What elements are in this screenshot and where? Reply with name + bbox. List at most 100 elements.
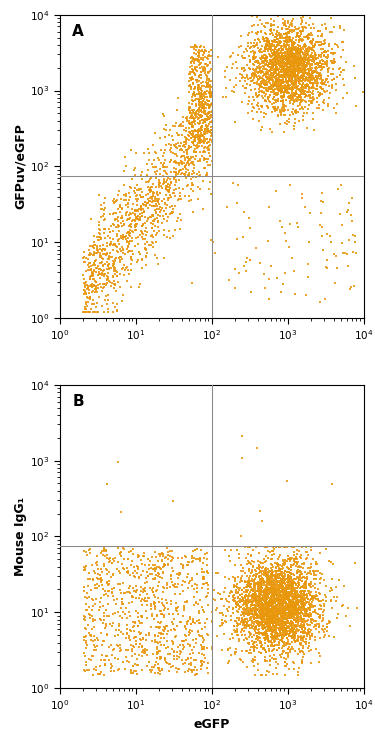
Point xyxy=(267,38,273,50)
Point xyxy=(294,548,300,559)
Point xyxy=(109,251,115,263)
Point xyxy=(182,152,188,164)
Point xyxy=(101,270,107,282)
Point xyxy=(288,562,294,573)
Point xyxy=(252,587,258,598)
Point xyxy=(297,646,303,658)
Point xyxy=(194,88,200,100)
Point xyxy=(252,669,258,681)
Point xyxy=(293,624,299,636)
Point xyxy=(178,164,184,176)
Point xyxy=(296,53,302,65)
Point xyxy=(311,621,317,633)
Point xyxy=(265,577,271,589)
Point xyxy=(114,593,120,605)
Point xyxy=(267,584,273,596)
Point xyxy=(283,607,289,619)
Point xyxy=(285,553,291,565)
Point xyxy=(277,579,283,591)
Point xyxy=(201,137,207,149)
Point xyxy=(247,570,253,582)
Point xyxy=(141,242,147,254)
Point xyxy=(238,624,244,636)
Point xyxy=(273,662,279,674)
Point xyxy=(135,238,141,250)
Point xyxy=(287,578,293,590)
Point xyxy=(337,20,343,32)
Point xyxy=(289,252,295,264)
Point xyxy=(280,605,286,617)
Point xyxy=(283,82,289,93)
Point xyxy=(119,263,125,275)
Point xyxy=(94,262,100,274)
Point xyxy=(287,31,293,43)
Point xyxy=(264,597,270,609)
Point xyxy=(298,45,304,57)
Point xyxy=(272,616,278,628)
Point xyxy=(290,57,296,69)
Point xyxy=(285,52,291,63)
Point xyxy=(248,581,254,593)
Point xyxy=(292,51,298,63)
Point xyxy=(258,580,264,592)
Point xyxy=(202,127,208,138)
Point xyxy=(296,604,302,616)
Point xyxy=(184,559,190,570)
Point xyxy=(106,263,112,275)
Point xyxy=(146,629,152,641)
Point xyxy=(89,297,95,309)
Point xyxy=(185,129,191,141)
Point xyxy=(316,50,322,62)
Point xyxy=(129,245,135,257)
Point xyxy=(272,54,278,66)
Point xyxy=(289,636,295,648)
Point xyxy=(98,199,104,211)
Point xyxy=(152,636,158,648)
Point xyxy=(90,594,96,606)
Point xyxy=(287,595,293,607)
Point xyxy=(286,34,292,46)
Point xyxy=(286,26,292,38)
Point xyxy=(142,238,148,250)
Point xyxy=(274,590,280,601)
Point xyxy=(259,52,265,63)
Point xyxy=(87,609,93,621)
Point xyxy=(258,76,264,88)
Point xyxy=(109,557,115,569)
Point xyxy=(138,664,144,676)
Point xyxy=(122,608,128,620)
Point xyxy=(285,570,291,582)
Point xyxy=(283,68,289,80)
Point xyxy=(142,233,148,245)
Point xyxy=(248,575,254,587)
Point xyxy=(177,648,183,659)
Point xyxy=(234,617,240,629)
Point xyxy=(126,187,132,199)
Point xyxy=(206,99,212,110)
Point xyxy=(300,634,306,645)
Point xyxy=(237,601,243,613)
Point xyxy=(197,618,203,629)
Point xyxy=(201,128,207,140)
Point xyxy=(288,553,294,565)
Point xyxy=(260,598,266,609)
Point xyxy=(261,21,267,32)
Point xyxy=(256,605,262,617)
Point xyxy=(346,197,352,209)
Point xyxy=(118,245,124,257)
Point xyxy=(270,625,276,637)
Point xyxy=(174,654,180,665)
Point xyxy=(324,55,330,67)
Point xyxy=(183,112,189,124)
Point xyxy=(288,63,294,75)
Point xyxy=(160,548,166,559)
Point xyxy=(137,590,143,601)
Point xyxy=(136,203,142,215)
Point xyxy=(175,664,181,676)
Point xyxy=(253,595,259,607)
Point xyxy=(275,565,281,577)
Point xyxy=(246,607,252,619)
Point xyxy=(278,106,284,118)
Point xyxy=(245,637,251,649)
Point xyxy=(166,648,172,660)
